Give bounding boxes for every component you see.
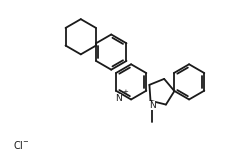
- Text: +: +: [123, 89, 128, 95]
- Text: Cl$^{-}$: Cl$^{-}$: [13, 139, 30, 151]
- Text: N: N: [115, 94, 122, 103]
- Text: N: N: [149, 101, 156, 110]
